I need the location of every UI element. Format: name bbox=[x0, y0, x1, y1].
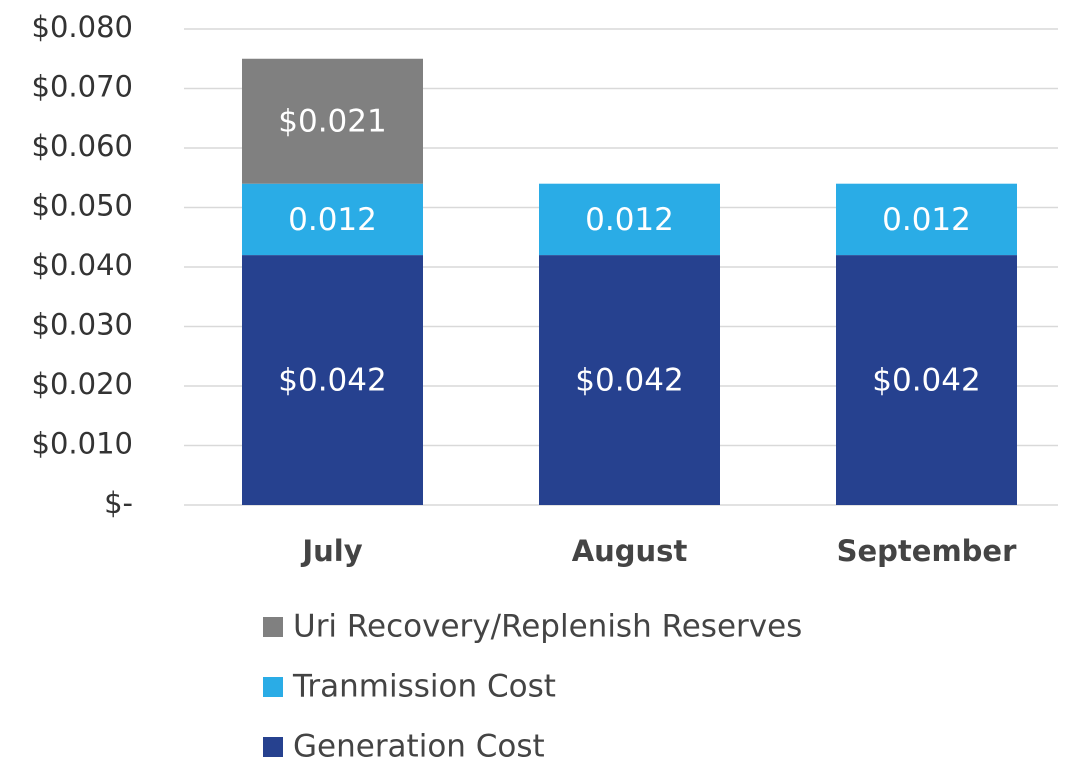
value-label: $0.042 bbox=[575, 363, 683, 399]
y-tick-label: $0.050 bbox=[32, 189, 133, 223]
y-tick-label: $0.070 bbox=[32, 70, 133, 104]
y-tick-label: $0.080 bbox=[32, 10, 133, 44]
bar-segment bbox=[539, 255, 720, 505]
y-tick-label: $0.010 bbox=[32, 427, 133, 461]
y-tick-label: $- bbox=[104, 486, 133, 520]
value-label: 0.012 bbox=[585, 202, 674, 238]
y-tick-label: $0.060 bbox=[32, 129, 133, 163]
bar-segment bbox=[242, 58, 423, 184]
x-tick-label: September bbox=[837, 534, 1017, 568]
x-tick-label: July bbox=[300, 534, 362, 568]
y-tick-label: $0.020 bbox=[32, 367, 133, 401]
bar-segment bbox=[836, 183, 1017, 256]
x-tick-label: August bbox=[572, 534, 688, 568]
value-label: $0.021 bbox=[278, 104, 386, 140]
legend-label: Uri Recovery/Replenish Reserves bbox=[293, 609, 802, 645]
legend-swatch bbox=[263, 617, 283, 637]
value-label: $0.042 bbox=[872, 363, 980, 399]
bar-segment bbox=[242, 255, 423, 505]
bar-segment bbox=[242, 183, 423, 256]
y-tick-label: $0.030 bbox=[32, 308, 133, 342]
legend-swatch bbox=[263, 737, 283, 757]
value-label: 0.012 bbox=[288, 202, 377, 238]
y-tick-label: $0.040 bbox=[32, 248, 133, 282]
value-label: 0.012 bbox=[882, 202, 971, 238]
bar-segment bbox=[539, 183, 720, 256]
value-label: $0.042 bbox=[278, 363, 386, 399]
legend-swatch bbox=[263, 677, 283, 697]
legend-label: Generation Cost bbox=[293, 729, 545, 765]
legend-label: Tranmission Cost bbox=[292, 669, 556, 705]
bar-segment bbox=[836, 255, 1017, 505]
